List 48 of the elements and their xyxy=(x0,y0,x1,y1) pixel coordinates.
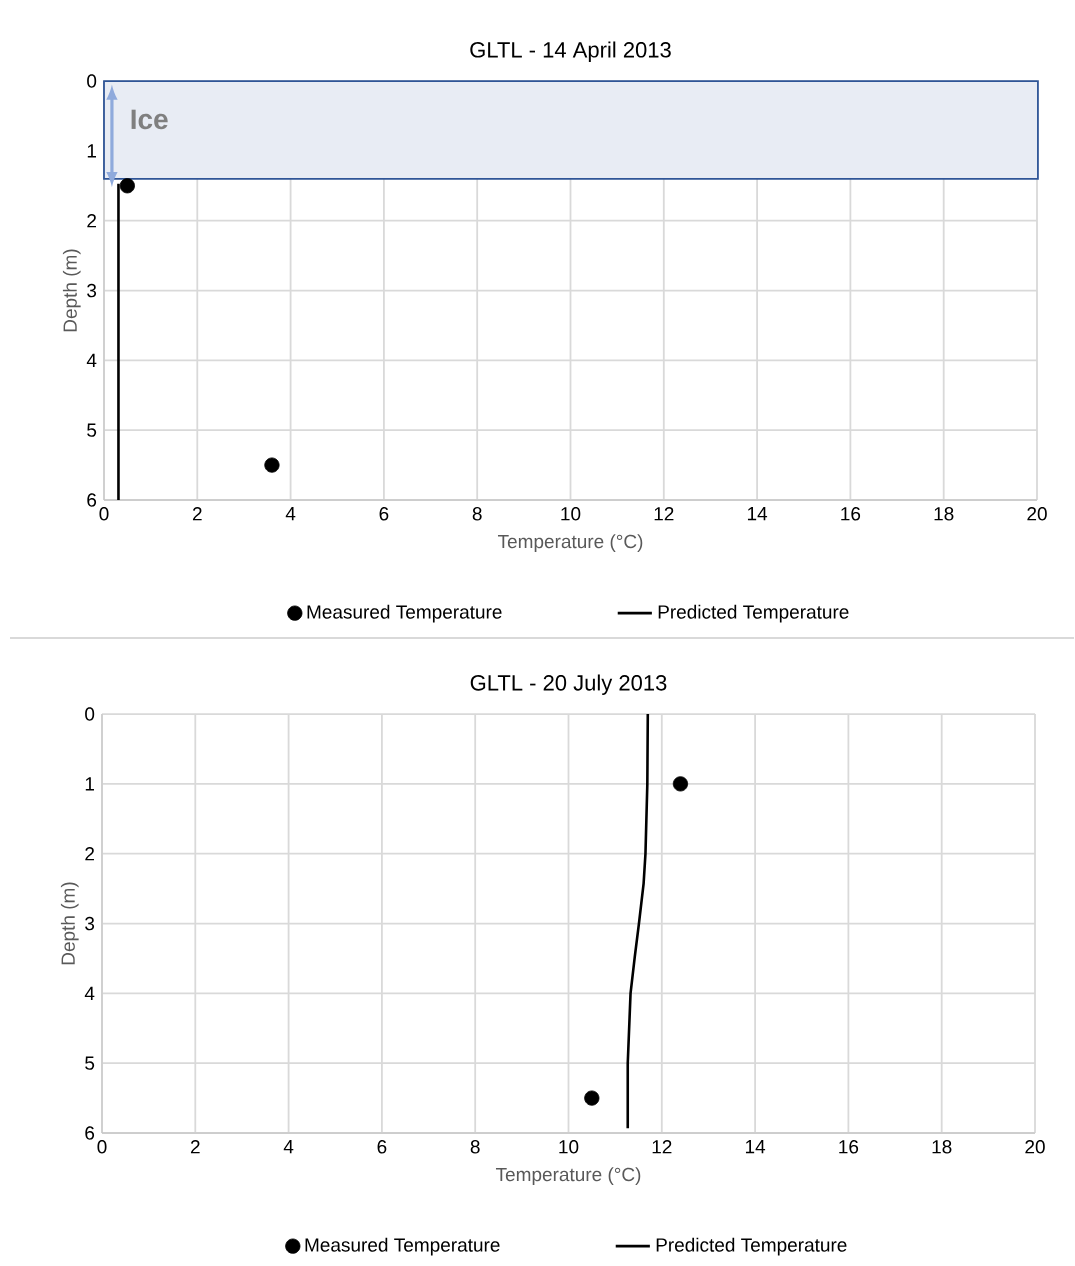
x-tick-label: 20 xyxy=(1027,507,1047,521)
y-tick-label: 4 xyxy=(86,353,97,367)
x-tick-label: 10 xyxy=(559,1140,579,1154)
x-tick-label: 16 xyxy=(841,507,861,521)
x-tick-label: 2 xyxy=(192,507,202,521)
x-tick-label: 8 xyxy=(472,507,482,521)
x-tick-label: 16 xyxy=(839,1140,859,1154)
y-tick-label: 4 xyxy=(84,986,95,1000)
x-axis-title: Temperature (°C) xyxy=(495,1167,641,1185)
y-tick-label: 6 xyxy=(85,1126,95,1140)
y-tick-label: 5 xyxy=(85,1056,95,1070)
line-series xyxy=(626,712,650,1130)
y-tick-label: 3 xyxy=(87,283,97,298)
y-tick-label: 2 xyxy=(85,847,94,861)
y-tick-label: 1 xyxy=(85,777,94,791)
x-tick-label: 12 xyxy=(652,1140,672,1154)
x-tick-label: 4 xyxy=(285,507,296,521)
x-tick-label: 6 xyxy=(379,507,389,521)
x-tick-label: 20 xyxy=(1025,1140,1045,1154)
x-axis-title: Temperature (°C) xyxy=(497,534,643,552)
x-tick-label: 8 xyxy=(470,1140,480,1154)
y-tick-label: 0 xyxy=(87,74,97,88)
chart-title: GLTL - 20 July 2013 xyxy=(470,674,667,695)
legend-label: Predicted Temperature xyxy=(658,604,849,623)
legend-label: Predicted Temperature xyxy=(656,1237,847,1256)
y-tick-label: 1 xyxy=(87,144,96,158)
legend-label: Measured Temperature xyxy=(307,604,502,623)
y-tick-label: 6 xyxy=(87,493,97,507)
x-tick-label: 12 xyxy=(654,507,674,521)
y-tick-label: 3 xyxy=(85,916,95,931)
y-tick-label: 0 xyxy=(85,707,95,721)
chart-title: GLTL - 14 April 2013 xyxy=(470,41,671,62)
x-tick-label: 14 xyxy=(745,1140,766,1154)
x-tick-label: 10 xyxy=(561,507,581,521)
x-tick-label: 0 xyxy=(99,507,109,521)
band-label: Ice xyxy=(131,109,168,130)
y-tick-label: 2 xyxy=(87,214,96,228)
x-tick-label: 6 xyxy=(377,1140,387,1154)
y-axis-title: Depth (m) xyxy=(60,882,79,965)
x-tick-label: 0 xyxy=(97,1140,107,1154)
y-axis-title: Depth (m) xyxy=(62,249,81,332)
x-tick-label: 18 xyxy=(932,1140,952,1154)
x-tick-label: 4 xyxy=(283,1140,294,1154)
x-tick-label: 14 xyxy=(747,507,768,521)
y-tick-label: 5 xyxy=(87,423,97,437)
x-tick-label: 2 xyxy=(190,1140,200,1154)
legend-label: Measured Temperature xyxy=(305,1237,500,1256)
x-tick-label: 18 xyxy=(934,507,954,521)
